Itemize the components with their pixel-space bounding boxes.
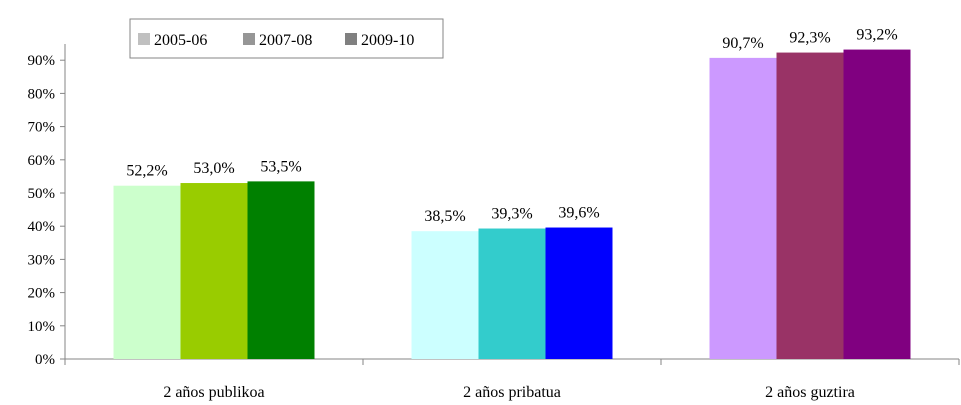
y-axis: 0% 10% 20% 30% 40% 50% 60% 70% 80% 90% (28, 44, 66, 368)
data-label: 93,2% (856, 27, 897, 44)
bar (247, 181, 315, 359)
data-label: 39,6% (558, 205, 599, 222)
legend-swatch (243, 33, 255, 45)
category-label: 2 años publikoa (163, 384, 264, 401)
legend-box (129, 18, 444, 59)
bars (113, 49, 911, 360)
y-tick-label: 40% (28, 219, 56, 235)
x-axis: 2 años publikoa 2 años pribatua 2 años guz… (64, 358, 960, 401)
bar (411, 231, 479, 359)
y-tick-label: 70% (28, 120, 56, 136)
data-label: 53,0% (193, 160, 234, 177)
data-labels: 52,2% 53,0% 53,5% 38,5% 39,3% 39,6% 90,7% 92,3%… (126, 27, 897, 226)
legend: 2005-06 2007-08 2009-10 (129, 18, 444, 59)
data-label: 38,5% (424, 208, 465, 225)
legend-label: 2007-08 (259, 32, 312, 49)
y-tick-label: 0% (35, 352, 55, 368)
y-tick-label: 50% (28, 186, 56, 202)
y-tick-label: 80% (28, 86, 56, 102)
legend-label: 2005-06 (154, 32, 207, 49)
data-label: 92,3% (789, 30, 830, 47)
legend-swatch (345, 33, 357, 45)
legend-label: 2009-10 (361, 32, 414, 49)
bar (545, 227, 613, 359)
bar (180, 183, 248, 359)
data-label: 90,7% (722, 35, 763, 52)
legend-swatch (138, 33, 150, 45)
y-tick-label: 10% (28, 319, 56, 335)
bar (843, 49, 911, 360)
y-tick-label: 60% (28, 153, 56, 169)
bar (478, 228, 546, 359)
y-tick-label: 90% (28, 53, 56, 69)
bar (113, 185, 181, 359)
y-tick-label: 30% (28, 252, 56, 268)
bar (709, 57, 777, 359)
category-label: 2 años pribatua (463, 384, 561, 401)
bar (776, 52, 844, 360)
data-label: 52,2% (126, 163, 167, 180)
data-label: 39,3% (491, 206, 532, 223)
category-label: 2 años guztira (765, 384, 855, 401)
data-label: 53,5% (260, 158, 301, 175)
y-tick-label: 20% (28, 286, 56, 302)
